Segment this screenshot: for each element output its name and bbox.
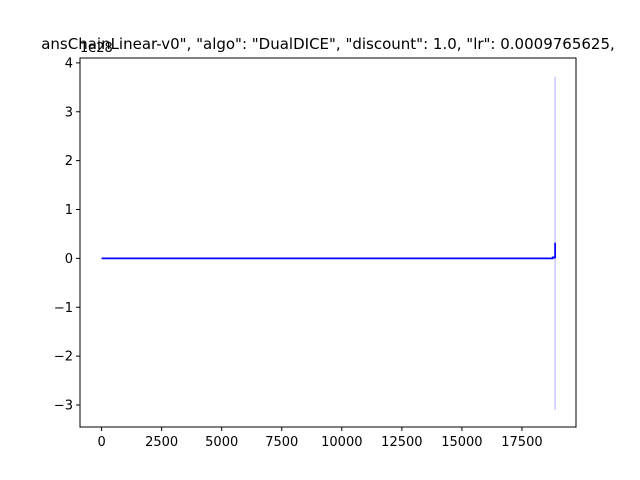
series-0-line (101, 242, 556, 260)
axes-frame (79, 57, 577, 428)
y-tick-label: 2 (65, 154, 73, 169)
x-tick-label: 2500 (145, 435, 178, 450)
y-tick-label: 0 (65, 252, 73, 267)
y-tick-label: −1 (54, 301, 73, 316)
x-tick-label: 10000 (321, 435, 362, 450)
x-tick-label: 12500 (381, 435, 422, 450)
x-tick-label: 7500 (265, 435, 298, 450)
axes: 0 2500 5000 7500 10000 12500 15000 17500 −3 −2 −1 0… (54, 56, 577, 450)
x-tick-label: 15000 (441, 435, 482, 450)
x-tick-label: 17500 (501, 435, 542, 450)
x-tick-label: 5000 (205, 435, 238, 450)
y-tick-label: 1 (65, 203, 73, 218)
plot-area (101, 76, 556, 410)
y-tick-label: −2 (54, 350, 73, 365)
y-tick-label: 3 (65, 105, 73, 120)
chart-title: ansChainLinear-v0", "algo": "DualDICE", … (41, 35, 615, 53)
x-tick-label: 0 (97, 435, 105, 450)
y-tick-label: 4 (65, 56, 73, 71)
y-axis-offset-label: 1e28 (80, 41, 113, 56)
y-tick-label: −3 (54, 399, 73, 414)
